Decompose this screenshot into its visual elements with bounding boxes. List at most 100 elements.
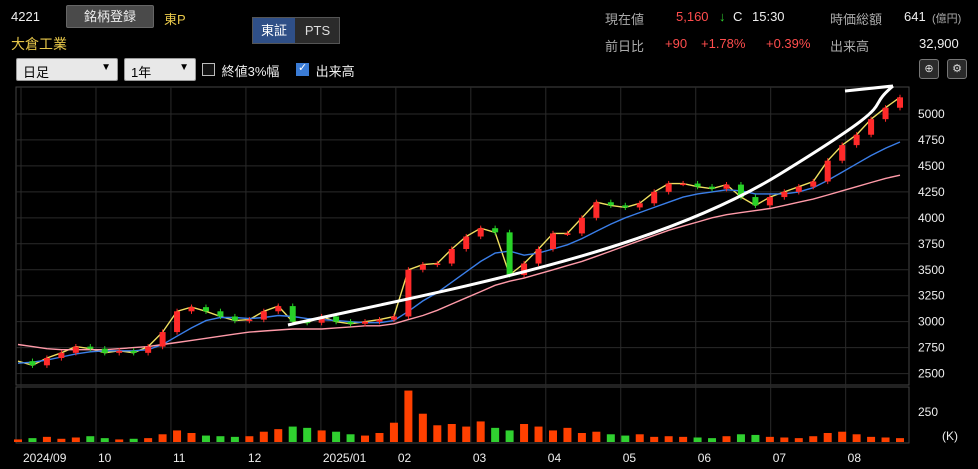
volume-bar <box>650 436 659 442</box>
candle-body <box>333 316 340 322</box>
caret-down-icon: ▼ <box>179 62 189 73</box>
volume-bar <box>708 438 717 442</box>
x-tick-label: 2024/09 <box>23 451 67 465</box>
candle-body <box>72 346 79 353</box>
volume-bar <box>476 421 485 442</box>
x-tick-label: 03 <box>473 451 487 465</box>
candle-body <box>246 319 253 322</box>
tab-tse[interactable]: 東証 <box>253 18 295 43</box>
candle-body <box>130 350 137 353</box>
candle-body <box>737 184 744 198</box>
stock-code: 4221 <box>11 9 40 24</box>
candle-body <box>448 248 455 264</box>
volume-bar <box>100 438 109 442</box>
current-price: 5,160 <box>676 9 709 24</box>
volume-bar <box>71 437 80 442</box>
x-tick-label: 11 <box>173 451 186 465</box>
volume-bar <box>259 431 268 442</box>
volume-bar <box>736 434 745 442</box>
period-select[interactable]: 日足 ▼ <box>16 58 118 81</box>
candle-body <box>463 236 470 249</box>
change-abs: +90 <box>665 36 688 51</box>
caret-down-icon: ▼ <box>101 62 111 73</box>
volume-bar <box>765 436 774 442</box>
period-select-value: 日足 <box>23 65 50 80</box>
register-button[interactable]: 銘柄登録 <box>66 5 154 28</box>
volume-bar <box>418 413 427 442</box>
company-name: 大倉工業 <box>11 36 67 52</box>
x-tick-label: 05 <box>623 451 637 465</box>
candle-body <box>347 321 354 324</box>
market-label: 東P <box>164 12 186 27</box>
volume-bar <box>664 436 673 442</box>
volume-bar <box>28 438 37 442</box>
candle-body <box>752 197 759 206</box>
candle-body <box>390 316 397 320</box>
volume-bar <box>375 433 384 442</box>
y-tick-label: 5000 <box>918 107 945 121</box>
volume-bar <box>158 434 167 442</box>
candle-body <box>43 358 50 366</box>
volume-bar <box>42 436 51 442</box>
candle-body <box>174 311 181 333</box>
volume-bar <box>577 433 586 442</box>
tab-pts[interactable]: PTS <box>304 23 331 38</box>
market-cap-value: 641 <box>904 9 926 24</box>
price-time: 15:30 <box>752 9 785 24</box>
volume-bar <box>288 426 297 442</box>
candle-body <box>651 191 658 204</box>
candle-body <box>58 352 65 359</box>
volume-checkbox-row[interactable]: ✓ 出来高 <box>296 61 355 80</box>
candle-body <box>492 228 499 233</box>
x-tick-label: 04 <box>548 451 562 465</box>
candle-body <box>795 186 802 192</box>
volume-bar <box>635 434 644 442</box>
y-tick-label: 2750 <box>918 341 945 355</box>
volume-checkbox[interactable]: ✓ <box>296 62 309 76</box>
candle-body <box>824 160 831 182</box>
trend-arrow <box>287 84 894 327</box>
candle-body <box>362 321 369 324</box>
y-tick-label: 4750 <box>918 133 945 147</box>
volume-bar <box>867 436 876 442</box>
y-tick-label: 3000 <box>918 315 945 329</box>
y-tick-label: 3250 <box>918 289 945 303</box>
candle-body <box>897 97 903 108</box>
x-tick-label: 06 <box>698 451 712 465</box>
candle-body <box>853 134 860 146</box>
price-chart: 5000 4750 4500 4250 4000 3750 3500 3250 3000 2750… <box>14 84 958 465</box>
candle-body <box>304 321 311 324</box>
volume-tick-label: 250 <box>918 405 938 419</box>
close3-checkbox[interactable] <box>202 63 215 76</box>
y-tick-label: 3750 <box>918 237 945 251</box>
candle-body <box>680 183 687 186</box>
volume-bar <box>592 431 601 442</box>
range-select-value: 1年 <box>131 65 152 80</box>
candle-body <box>521 263 528 275</box>
candle-body <box>405 269 412 317</box>
volume-bar <box>173 430 182 442</box>
candle-body <box>419 264 426 270</box>
volume-bar <box>404 390 413 442</box>
volume-bar <box>14 439 22 442</box>
price-flag: C <box>733 9 743 24</box>
price-panel <box>15 86 910 386</box>
candle-body <box>593 202 600 218</box>
x-tick-label: 02 <box>398 451 412 465</box>
range-select[interactable]: 1年 ▼ <box>124 58 196 81</box>
candle-body <box>665 183 672 192</box>
x-tick-label: 10 <box>98 451 112 465</box>
volume-bar <box>230 436 239 442</box>
candle-body <box>723 184 730 189</box>
volume-bar <box>794 438 803 442</box>
volume-bar <box>245 436 254 442</box>
current-price-label: 現在値 <box>605 12 645 27</box>
volume-value: 32,900 <box>919 36 959 51</box>
volume-bar <box>462 426 471 442</box>
y-tick-label: 4000 <box>918 211 945 225</box>
volume-bar <box>505 430 514 442</box>
zoom-icon[interactable]: ⊕ <box>919 59 939 79</box>
gear-icon[interactable]: ⚙ <box>947 59 967 79</box>
x-tick-label: 08 <box>848 451 862 465</box>
close3-checkbox-row[interactable]: 終値3%幅 <box>202 61 279 80</box>
